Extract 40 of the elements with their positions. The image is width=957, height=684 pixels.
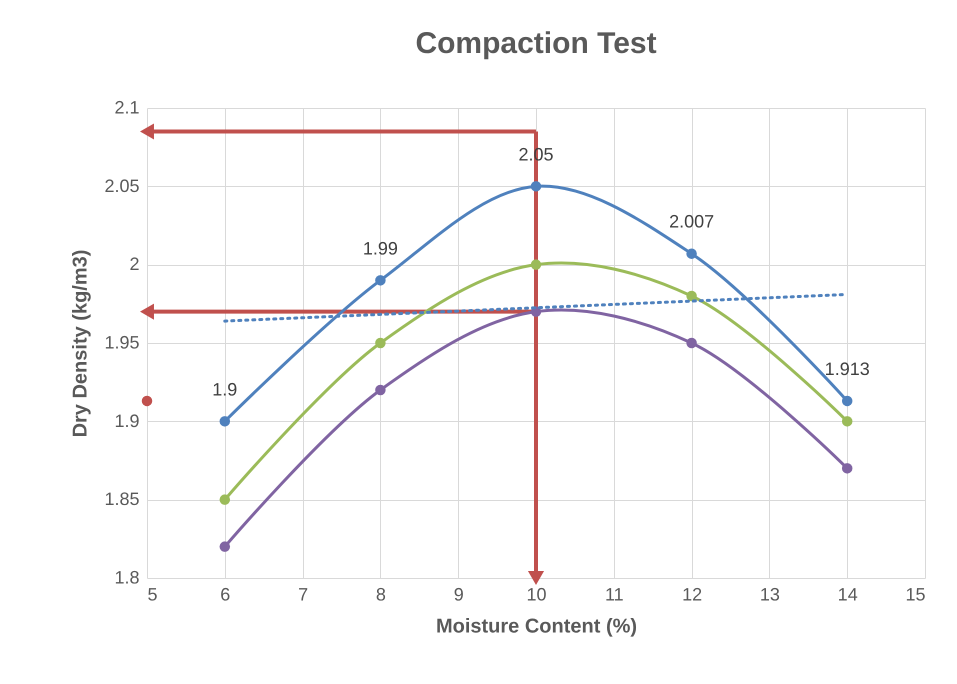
x-tick-label: 15 [905, 584, 926, 604]
data-label: 2.007 [669, 212, 714, 232]
x-tick-label: 10 [526, 584, 547, 604]
x-tick-label: 11 [604, 584, 624, 604]
point [220, 494, 230, 505]
x-tick-label: 12 [682, 584, 702, 604]
data-label: 1.9 [212, 379, 238, 400]
x-axis-title: Moisture Content (%) [436, 616, 638, 638]
chart-title: Compaction Test [415, 27, 657, 60]
data-label: 1.99 [362, 238, 398, 258]
point [686, 248, 697, 259]
y-axis-title: Dry Density (kg/m3) [69, 250, 92, 438]
point [842, 416, 852, 427]
y-tick-label: 2 [129, 254, 140, 274]
point [686, 290, 697, 302]
y-tick-label: 1.9 [114, 410, 140, 431]
x-tick-label: 9 [454, 584, 464, 604]
point [530, 259, 542, 270]
x-tick-label: 5 [148, 584, 158, 604]
point [686, 338, 697, 348]
point [842, 463, 852, 474]
point [220, 541, 230, 552]
x-tick-label: 6 [220, 584, 230, 604]
point [375, 384, 386, 396]
x-tick-label: 14 [838, 584, 858, 604]
y-tick-label: 1.95 [104, 332, 140, 352]
x-tick-label: 8 [376, 584, 386, 604]
point [142, 396, 152, 406]
point [220, 416, 230, 427]
y-tick-label: 2.1 [114, 98, 140, 118]
x-tick-label: 13 [760, 584, 780, 604]
point [842, 396, 852, 406]
data-label: 1.913 [824, 358, 870, 379]
x-tick-label: 7 [298, 584, 308, 604]
y-tick-label: 2.05 [104, 176, 140, 196]
point [530, 181, 542, 192]
point [375, 338, 386, 348]
y-tick-label: 1.8 [114, 568, 140, 588]
point [375, 275, 386, 286]
y-tick-label: 1.85 [104, 489, 140, 510]
